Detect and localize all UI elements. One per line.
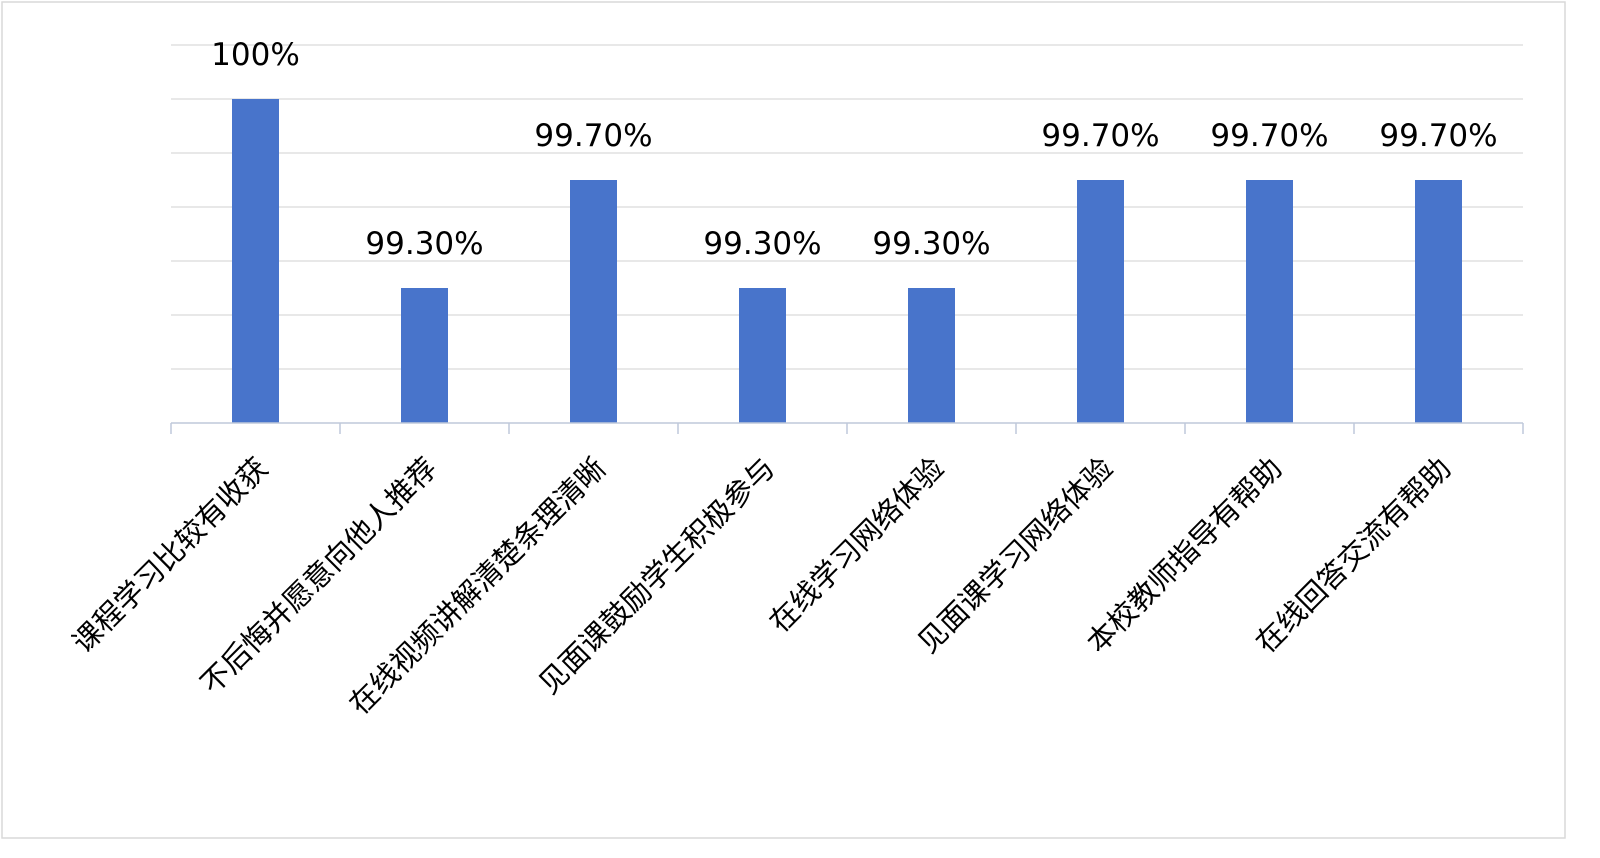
bar (1246, 180, 1293, 423)
data-label: 99.30% (703, 226, 821, 262)
bar (739, 288, 786, 423)
data-label: 100% (211, 37, 300, 73)
data-label: 99.70% (534, 118, 652, 154)
bar (232, 99, 279, 423)
bar (401, 288, 448, 423)
data-label: 99.70% (1379, 118, 1497, 154)
bar (908, 288, 955, 423)
bar (570, 180, 617, 423)
bar (1077, 180, 1124, 423)
bar (1415, 180, 1462, 423)
data-label: 99.30% (872, 226, 990, 262)
data-label: 99.70% (1210, 118, 1328, 154)
data-label: 99.70% (1041, 118, 1159, 154)
data-label: 99.30% (365, 226, 483, 262)
